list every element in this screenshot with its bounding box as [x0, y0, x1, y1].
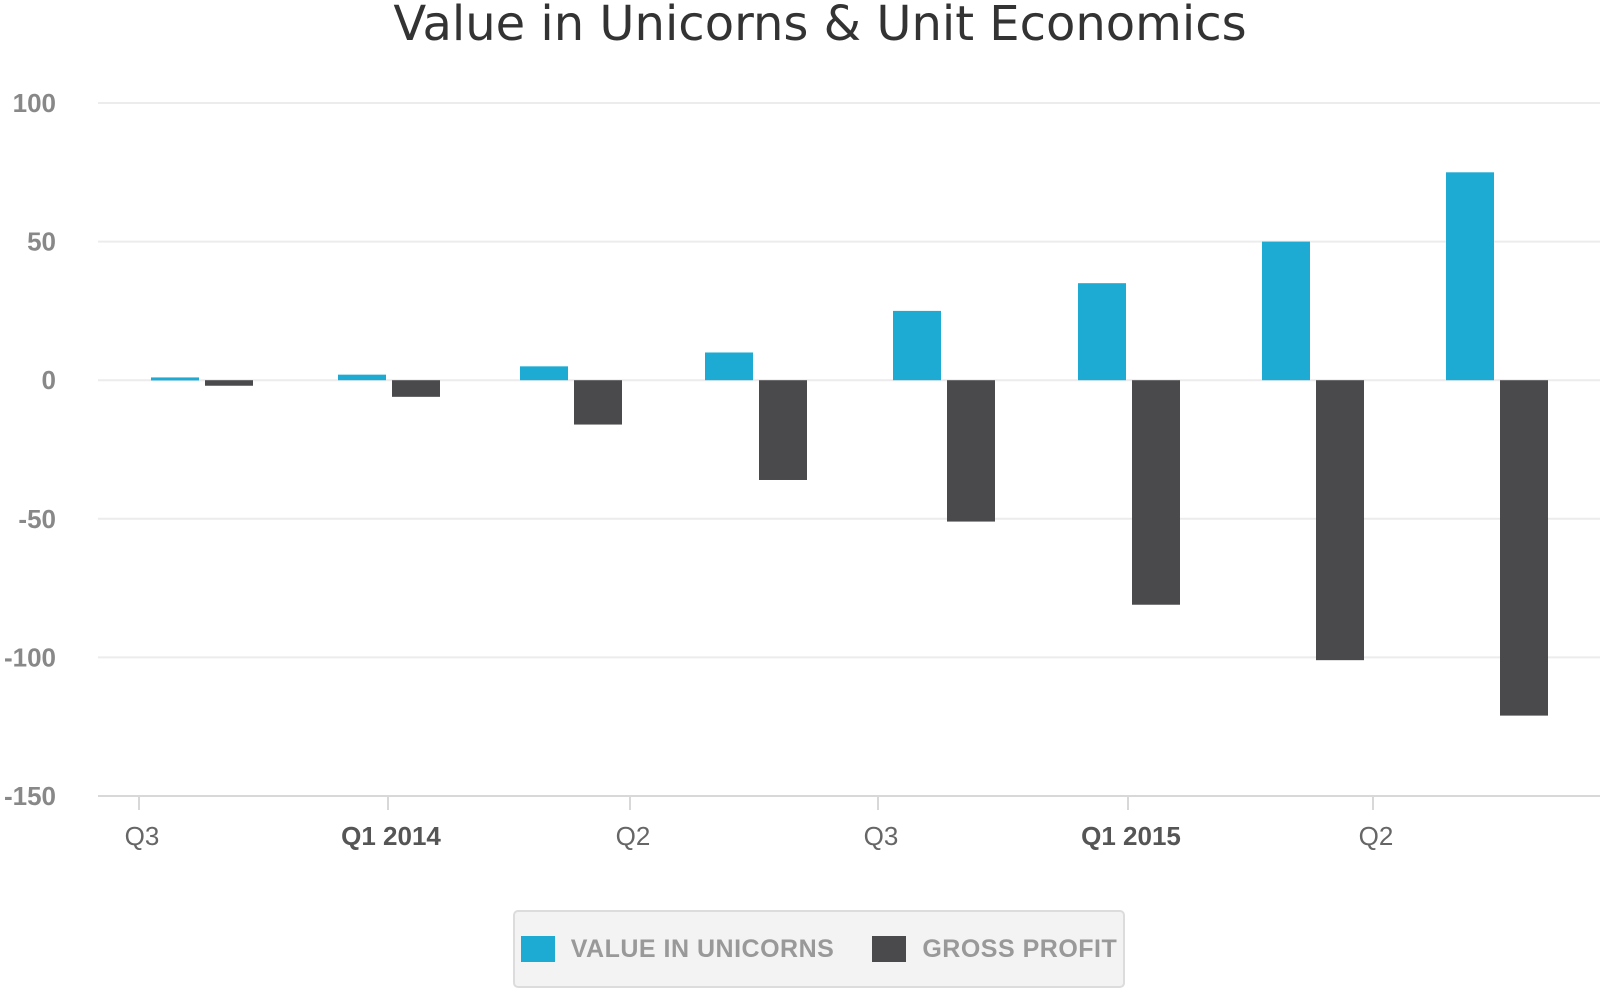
bar-gross-profit — [392, 380, 440, 397]
bar-value-in-unicorns — [893, 310, 941, 381]
legend-item-value-in-unicorns[interactable]: VALUE IN UNICORNS — [520, 934, 835, 964]
bar-value-in-unicorns — [1262, 241, 1310, 381]
x-axis: Q3 Q1 2014 Q2 Q3 Q1 2015 Q2 — [125, 796, 1394, 851]
bar-value-in-unicorns — [1078, 283, 1126, 381]
bar-value-in-unicorns — [520, 366, 568, 381]
bar-value-in-unicorns — [338, 374, 386, 381]
x-tick-label: Q2 — [616, 821, 651, 851]
bar-value-in-unicorns — [705, 352, 753, 381]
chart-title: Value in Unicorns & Unit Economics — [393, 0, 1246, 52]
gridlines — [98, 102, 1600, 797]
x-tick-label: Q3 — [125, 821, 160, 851]
bar-gross-profit — [759, 380, 807, 480]
y-tick-label: 50 — [27, 227, 56, 257]
legend-label-gross-profit: GROSS PROFIT — [922, 934, 1118, 963]
x-tick-label: Q1 2014 — [341, 821, 441, 851]
y-tick-label: 0 — [42, 365, 56, 395]
x-tick-label: Q1 2015 — [1081, 821, 1181, 851]
bar-gross-profit — [1132, 380, 1180, 605]
x-tick-label: Q2 — [1359, 821, 1394, 851]
bar-gross-profit — [574, 380, 622, 425]
bar-gross-profit — [205, 380, 253, 386]
y-tick-label: -100 — [4, 642, 56, 672]
y-tick-label: 100 — [13, 88, 56, 118]
legend-item-gross-profit[interactable]: GROSS PROFIT — [872, 935, 1117, 964]
legend: VALUE IN UNICORNS GROSS PROFIT — [513, 910, 1125, 988]
bars — [151, 172, 1548, 716]
legend-swatch-value-in-unicorns — [520, 936, 555, 962]
y-tick-label: -150 — [4, 781, 56, 811]
bar-gross-profit — [1316, 380, 1364, 661]
y-axis-ticks: 100 50 0 -50 -100 -150 — [4, 88, 56, 811]
legend-label-value-in-unicorns: VALUE IN UNICORNS — [570, 934, 835, 963]
bar-gross-profit — [1500, 380, 1548, 716]
bar-value-in-unicorns — [1446, 172, 1494, 381]
y-tick-label: -50 — [18, 504, 56, 534]
x-tick-label: Q3 — [864, 821, 899, 851]
bar-value-in-unicorns — [151, 377, 199, 381]
bar-gross-profit — [947, 380, 995, 522]
legend-swatch-gross-profit — [872, 936, 907, 962]
